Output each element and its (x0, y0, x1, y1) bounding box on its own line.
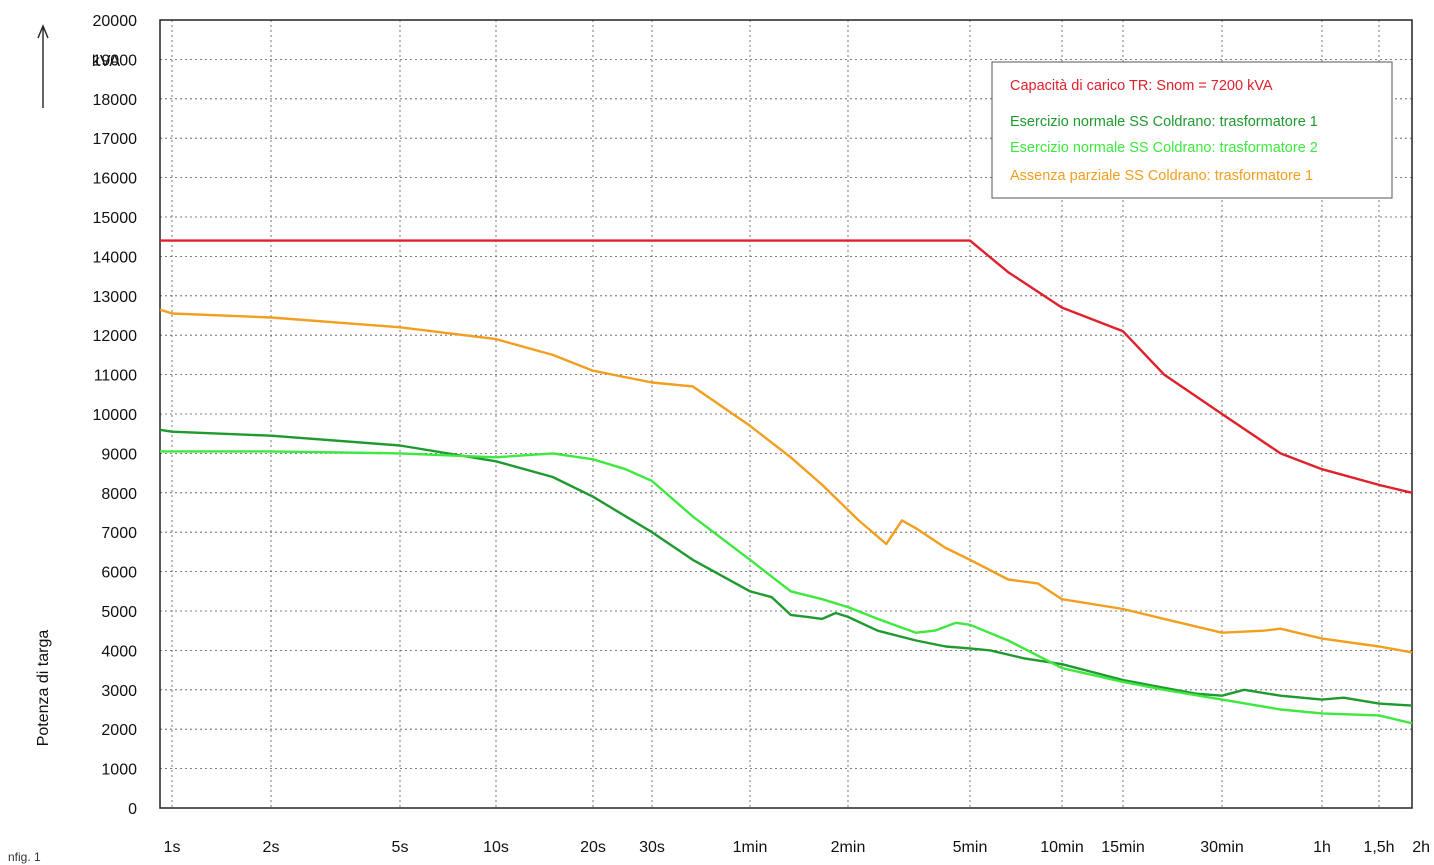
y-tick-label: 1000 (101, 762, 137, 779)
y-tick-label: 8000 (101, 486, 137, 503)
y-tick-label: 13000 (93, 289, 138, 306)
x-tick-label: 1min (733, 839, 768, 856)
y-tick-label: 20000 (93, 13, 138, 30)
x-tick-label: 30s (639, 839, 665, 856)
y-tick-label: 4000 (101, 643, 137, 660)
y-tick-label: 0 (128, 801, 137, 818)
legend-entry-4: Assenza parziale SS Coldrano: trasformat… (1010, 168, 1313, 184)
x-tick-label: 2min (831, 839, 866, 856)
series-line-2 (159, 428, 1413, 707)
legend: Capacità di carico TR: Snom = 7200 kVA Es… (991, 61, 1393, 199)
x-tick-label: 10min (1040, 839, 1084, 856)
series-lines (159, 239, 1413, 725)
x-tick-label: 10s (483, 839, 509, 856)
y-tick-label: 18000 (93, 92, 138, 109)
y-tick-label: 5000 (101, 604, 137, 621)
y-tick-label: 12000 (93, 328, 138, 345)
y-tick-label: 19000 (93, 52, 138, 69)
y-tick-label: 16000 (93, 171, 138, 188)
x-tick-label: 2s (263, 839, 280, 856)
y-tick-label: 10000 (93, 407, 138, 424)
up-arrow-icon (37, 24, 49, 108)
y-axis-label: Potenza di targa (35, 630, 52, 747)
x-tick-label: 1h (1313, 839, 1331, 856)
x-tick-label: 15min (1101, 839, 1145, 856)
y-tick-label: 17000 (93, 131, 138, 148)
y-tick-label: 6000 (101, 565, 137, 582)
y-tick-label: 9000 (101, 446, 137, 463)
x-tick-label: 2h (1412, 839, 1430, 856)
y-tick-label: 15000 (93, 210, 138, 227)
y-tick-label: 3000 (101, 683, 137, 700)
legend-entry-3: Esercizio normale SS Coldrano: trasforma… (1010, 140, 1318, 156)
x-tick-label: 30min (1200, 839, 1244, 856)
x-tick-labels: 1s 2s 5s 10s 20s 30s 1min 2min 5min 10min 15min 30m… (164, 839, 1430, 856)
series-line-4 (159, 308, 1413, 654)
plot-frame (159, 19, 1413, 809)
y-tick-labels: 0 1000 2000 3000 4000 5000 6000 7000 8000 9000 100… (93, 13, 138, 818)
y-tick-label: 11000 (94, 368, 137, 385)
x-tick-label: 5s (392, 839, 409, 856)
y-unit-label: kVA (92, 53, 120, 70)
y-tick-label: 7000 (101, 525, 137, 542)
legend-box (991, 61, 1393, 199)
legend-entry-1: Capacità di carico TR: Snom = 7200 kVA (1010, 78, 1273, 94)
legend-entry-2: Esercizio normale SS Coldrano: trasforma… (1010, 114, 1318, 130)
x-tick-label: 1,5h (1363, 839, 1394, 856)
y-tick-label: 14000 (93, 249, 138, 266)
x-tick-label: 5min (953, 839, 988, 856)
x-tick-label: 1s (164, 839, 181, 856)
figure-label: nfig. 1 (8, 850, 41, 864)
y-tick-label: 2000 (101, 722, 137, 739)
x-tick-label: 20s (580, 839, 606, 856)
series-line-1 (160, 239, 1413, 494)
series-line-3 (160, 450, 1413, 725)
